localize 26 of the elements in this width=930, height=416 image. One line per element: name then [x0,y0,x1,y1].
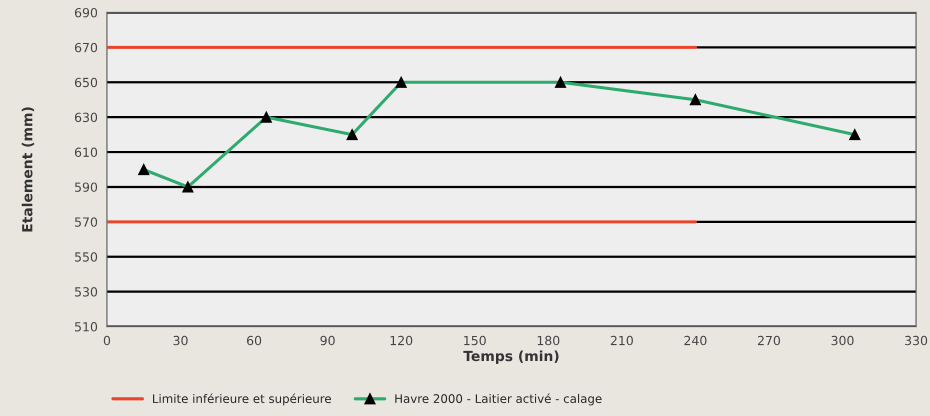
x-tick-label: 150 [464,336,486,346]
y-tick-label: 670 [74,42,98,52]
x-tick-label: 120 [390,336,412,346]
x-tick-label: 90 [320,336,335,346]
x-tick-label: 30 [174,336,188,346]
y-tick-label: 570 [75,217,98,227]
y-tick-label: 590 [75,182,98,192]
y-tick-label: 650 [74,78,98,88]
x-tick-label: 300 [832,336,854,346]
x-axis-title: Temps (min) [463,350,558,364]
x-tick-label: 270 [758,336,780,346]
y-tick-label: 690 [74,8,98,18]
y-axis-title: Etalement (mm) [22,107,34,232]
x-tick-label: 60 [246,336,262,346]
x-tick-label: 180 [538,336,560,346]
y-tick-label: 510 [75,322,98,332]
y-tick-label: 610 [74,148,98,157]
x-tick-label: 0 [104,336,110,346]
y-tick-label: 630 [74,112,98,122]
x-tick-label: 330 [905,336,928,346]
x-tick-label: 240 [684,336,706,346]
y-tick-label: 550 [75,252,98,262]
legend-label: Havre 2000 - Laitier activé - calage [395,393,602,406]
y-tick-label: 530 [75,287,98,297]
x-tick-label: 210 [610,336,633,346]
legend-label: Limite inférieure et supérieure [153,393,331,406]
